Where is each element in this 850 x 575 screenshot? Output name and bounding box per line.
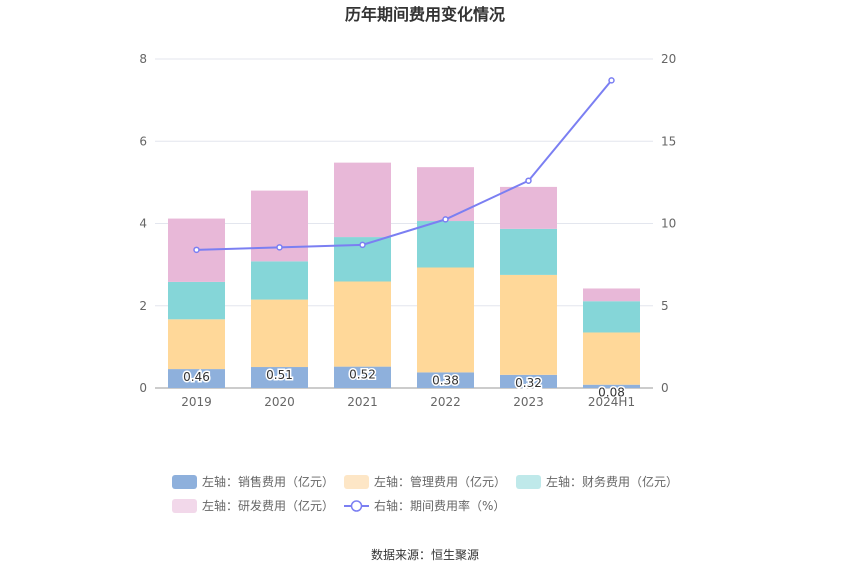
- right-axis: 0 5 10 15 20: [661, 52, 676, 395]
- bar-segment: [500, 374, 557, 388]
- left-tick-label: 4: [139, 217, 147, 231]
- left-axis: 0 2 4 6 8: [139, 52, 147, 395]
- bar-segment: [334, 162, 391, 238]
- bar-segment: [168, 319, 225, 370]
- chart-title: 历年期间费用变化情况: [345, 5, 505, 24]
- bar-segment: [251, 367, 308, 388]
- right-tick-label: 0: [661, 381, 669, 395]
- bar-segment: [417, 372, 474, 388]
- legend-label: 左轴：财务费用（亿元）: [546, 474, 678, 489]
- rate-point: [442, 216, 449, 223]
- right-tick-label: 5: [661, 299, 669, 313]
- data-label: 0.51: [266, 368, 293, 382]
- left-tick-label: 2: [139, 299, 147, 313]
- bar-segment: [168, 369, 225, 388]
- x-tick-label: 2020: [264, 395, 295, 409]
- rate-line-path: [196, 79, 613, 251]
- legend-label: 左轴：管理费用（亿元）: [374, 474, 506, 489]
- data-label: 0.08: [598, 386, 625, 400]
- bar-segment: [417, 167, 474, 222]
- legend-label: 左轴：销售费用（亿元）: [202, 474, 334, 489]
- rate-point: [608, 77, 615, 84]
- legend-swatch: [344, 475, 369, 489]
- bar-segment: [500, 186, 557, 229]
- rate-line: [193, 77, 615, 254]
- x-tick-label: 2024H1: [588, 395, 635, 409]
- bar-segment: [583, 288, 640, 302]
- right-tick-label: 10: [661, 217, 676, 231]
- data-label: 0.32: [515, 376, 542, 390]
- x-axis: 2019 2020 2021 2022 2023 2024H1: [181, 395, 635, 409]
- right-tick-label: 20: [661, 52, 676, 66]
- data-label: 0.38: [432, 373, 459, 387]
- rate-point: [359, 241, 366, 249]
- bar-segment: [168, 281, 225, 320]
- left-tick-label: 8: [139, 52, 147, 66]
- legend-label: 右轴：期间费用率（%）: [374, 498, 505, 513]
- bar-segment: [251, 190, 308, 262]
- bar-segment: [334, 366, 391, 388]
- x-tick-label: 2022: [430, 395, 461, 409]
- x-tick-label: 2019: [181, 395, 212, 409]
- bar-segment: [500, 228, 557, 275]
- bar-segment: [334, 281, 391, 367]
- x-tick-label: 2021: [347, 395, 378, 409]
- rate-point: [276, 244, 283, 251]
- right-tick-label: 15: [661, 134, 676, 148]
- left-tick-label: 6: [139, 134, 147, 148]
- legend-swatch: [516, 475, 541, 489]
- legend-swatch: [172, 499, 197, 513]
- bar-segment: [251, 261, 308, 300]
- legend: 左轴：销售费用（亿元） 左轴：管理费用（亿元） 左轴：财务费用（亿元） 左轴：研发费用…: [172, 474, 678, 513]
- legend-label: 左轴：研发费用（亿元）: [202, 498, 334, 513]
- rate-point: [193, 246, 200, 254]
- legend-circle-marker: [350, 500, 363, 512]
- bar-segment: [583, 332, 640, 385]
- bars: 0.46 0.51 0.52 0.38 0.32 0.08: [168, 162, 640, 401]
- rate-point: [525, 177, 532, 184]
- bar-segment: [583, 301, 640, 333]
- bar-segment: [583, 384, 640, 388]
- legend-swatch: [172, 475, 197, 489]
- bar-segment: [417, 267, 474, 373]
- left-tick-label: 0: [139, 381, 147, 395]
- bar-segment: [417, 221, 474, 268]
- source-note: 数据来源：恒生聚源: [371, 547, 479, 562]
- bar-segment: [251, 299, 308, 368]
- data-label: 0.46: [183, 370, 210, 384]
- gridlines: [155, 58, 653, 389]
- x-tick-label: 2023: [513, 395, 544, 409]
- bar-segment: [500, 274, 557, 375]
- data-label: 0.52: [349, 368, 376, 382]
